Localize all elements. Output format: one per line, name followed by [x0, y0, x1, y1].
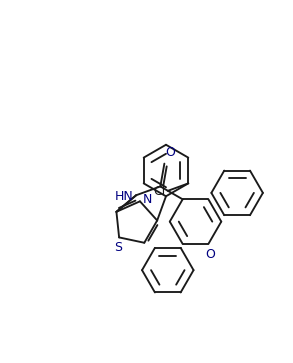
Text: O: O	[205, 248, 215, 261]
Text: Cl: Cl	[154, 185, 166, 198]
Text: HN: HN	[115, 190, 133, 203]
Text: O: O	[165, 146, 175, 159]
Text: N: N	[143, 193, 152, 206]
Text: S: S	[114, 241, 122, 254]
